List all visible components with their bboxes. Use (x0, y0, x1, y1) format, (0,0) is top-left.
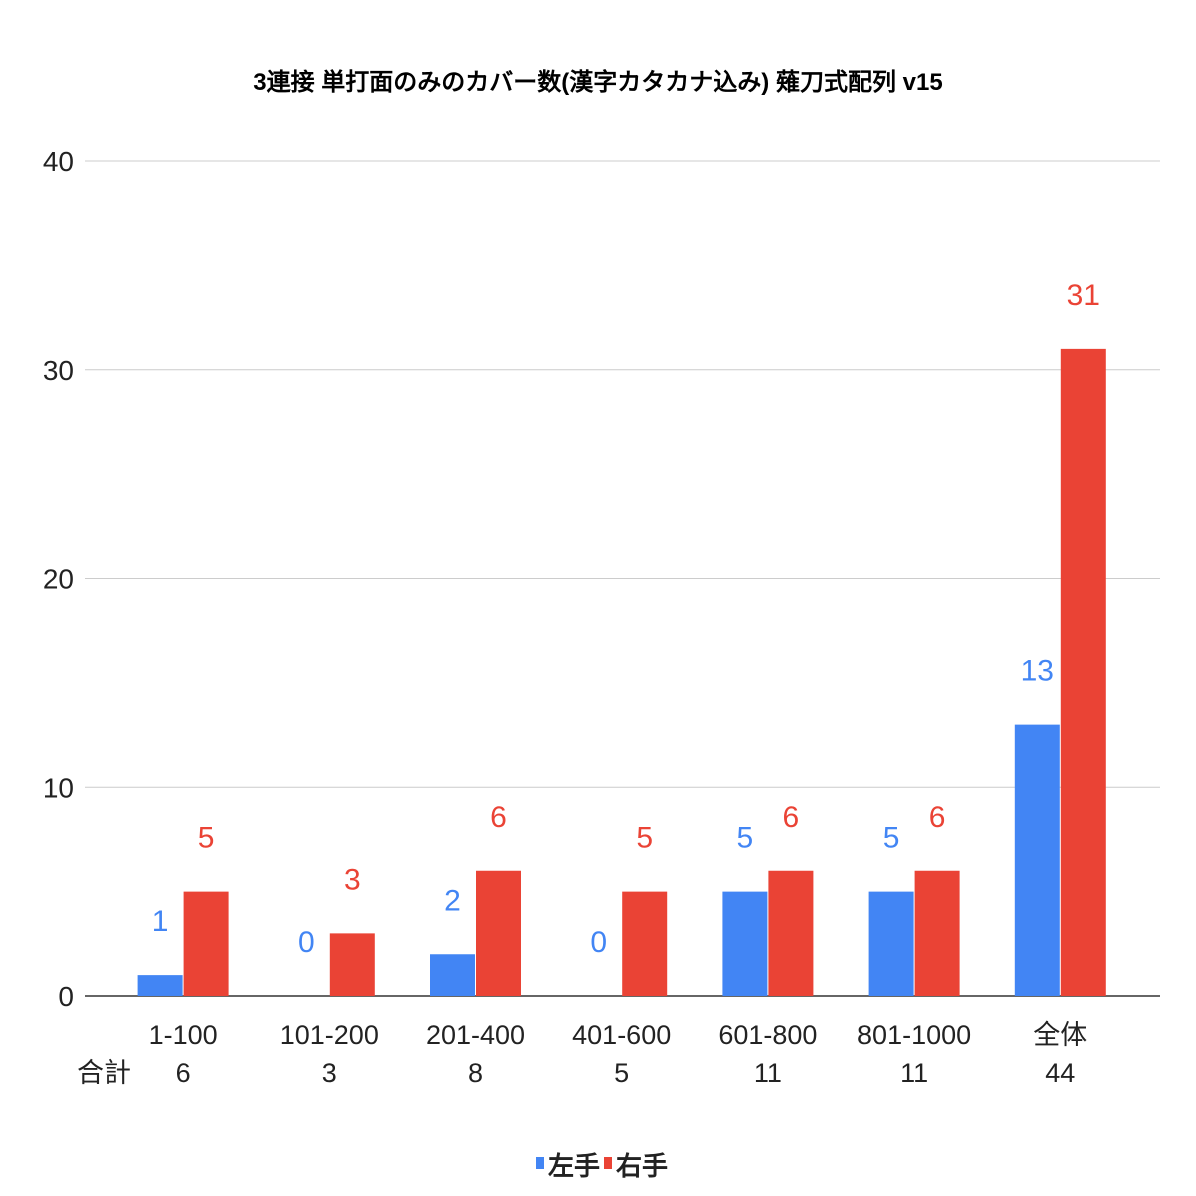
x-total-label: 5 (614, 1058, 629, 1088)
legend-swatch (604, 1157, 612, 1169)
y-tick-label: 20 (43, 564, 74, 595)
bar-left-4 (722, 891, 768, 996)
bar-right-1 (329, 933, 375, 996)
bar-left-2 (430, 954, 475, 996)
x-total-label: 11 (754, 1058, 782, 1088)
x-category-label: 101-200 (280, 1020, 379, 1050)
legend-label: 右手 (616, 1151, 668, 1181)
data-label: 6 (490, 801, 507, 834)
bar-right-0 (183, 891, 229, 996)
x-total-label: 11 (900, 1058, 928, 1088)
x-category-label: 201-400 (426, 1020, 525, 1050)
bar-left-0 (137, 975, 183, 996)
chart-title: 3連接 単打面のみのカバー数(漢字カタカナ込み) 薙刀式配列 v15 (253, 68, 942, 96)
bar-right-5 (914, 870, 960, 996)
x-total-label: 8 (468, 1058, 483, 1088)
data-label: 3 (344, 863, 361, 896)
data-label: 5 (636, 822, 653, 855)
x-axis-categories: 1-100 6 101-200 3 201-400 8 401-600 5 601-800 11 8… (77, 1020, 1087, 1088)
data-label: 5 (883, 822, 900, 855)
bar-right-2 (476, 870, 521, 996)
x-total-label: 6 (176, 1058, 191, 1088)
data-label: 0 (298, 926, 315, 959)
gridlines (85, 160, 1160, 997)
y-tick-label: 10 (43, 772, 74, 803)
bar-right-4 (768, 870, 814, 996)
x-category-label: 1-100 (149, 1020, 218, 1050)
y-tick-label: 40 (43, 146, 74, 177)
x-category-label: 401-600 (572, 1020, 671, 1050)
data-label: 0 (590, 926, 607, 959)
data-label: 2 (444, 884, 461, 917)
x-category-label: 全体 (1033, 1020, 1087, 1050)
bar-right-3 (622, 891, 668, 996)
totals-row-label: 合計 (77, 1058, 131, 1088)
data-label: 1 (152, 905, 169, 938)
x-category-label: 601-800 (718, 1020, 817, 1050)
bar-left-5 (868, 891, 914, 996)
y-tick-label: 0 (58, 981, 74, 1012)
bar-left-6 (1014, 724, 1060, 996)
legend-label: 左手 (548, 1151, 600, 1181)
y-axis-ticks: 0 10 20 30 40 (43, 146, 74, 1012)
x-category-label: 801-1000 (857, 1020, 971, 1050)
bars (137, 348, 1106, 996)
x-total-label: 3 (322, 1058, 337, 1088)
data-label: 5 (198, 822, 215, 855)
data-label: 13 (1021, 655, 1054, 688)
data-label: 6 (783, 801, 800, 834)
data-label: 31 (1067, 279, 1100, 312)
x-total-label: 44 (1045, 1058, 1075, 1088)
data-label: 5 (737, 822, 754, 855)
bar-right-6 (1060, 348, 1106, 996)
data-label: 6 (929, 801, 946, 834)
legend-swatch (536, 1157, 544, 1169)
y-tick-label: 30 (43, 355, 74, 386)
legend: 左手 右手 (536, 1151, 668, 1181)
